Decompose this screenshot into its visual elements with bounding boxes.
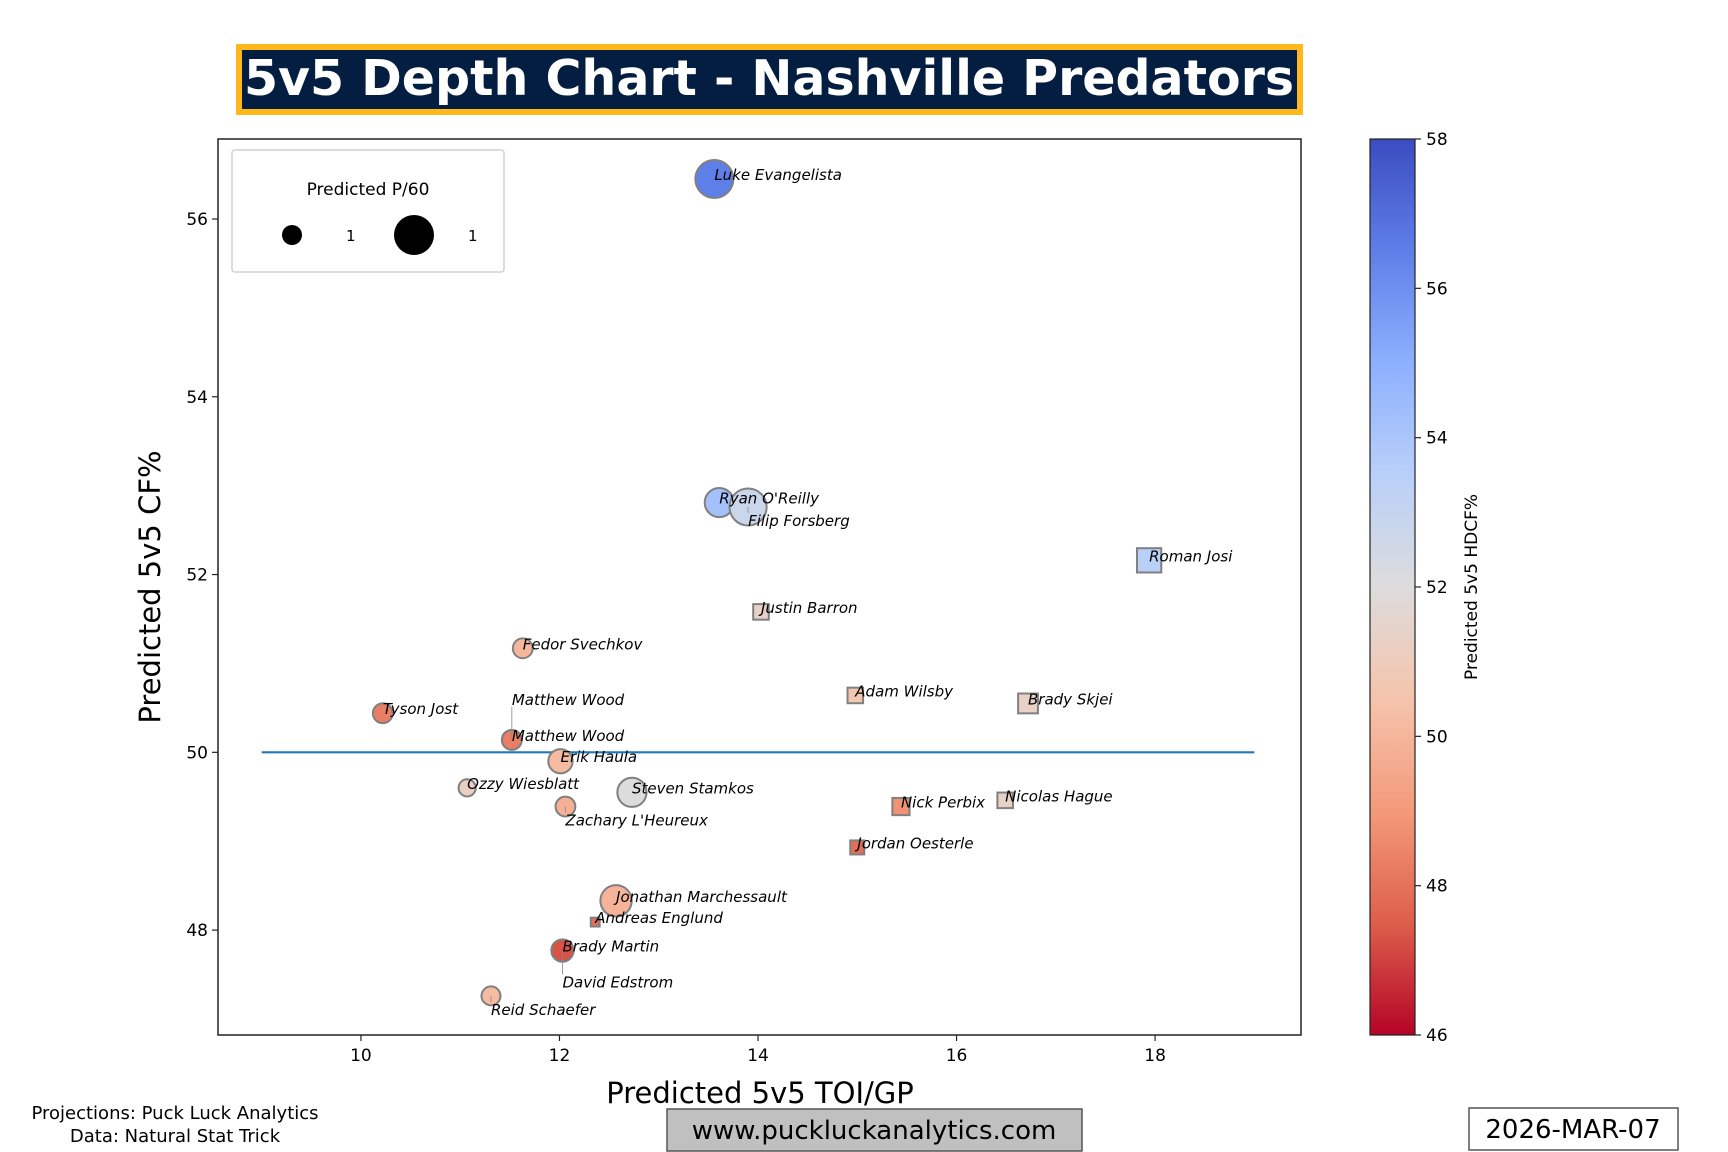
- legend-label-large: 1: [468, 227, 478, 245]
- player-label: Jordan Oesterle: [854, 834, 973, 852]
- plot-area: [217, 138, 1302, 1036]
- circle-marker: [371, 702, 394, 725]
- legend-label-small: 1: [346, 227, 356, 245]
- y-tick-label: 50: [186, 743, 208, 763]
- colorbar-tick-label: 46: [1426, 1026, 1448, 1046]
- player-label: Nick Perbix: [901, 794, 985, 812]
- player-label: Andreas Englund: [594, 909, 723, 927]
- colorbar-ticks: 46 48 50 52 54 56 58: [1415, 130, 1448, 1046]
- player-label: Adam Wilsby: [854, 682, 954, 700]
- player-point: [616, 776, 648, 808]
- player-label: Fedor Svechkov: [523, 635, 644, 653]
- size-legend: Predicted P/60 1 1: [231, 149, 505, 273]
- circle-marker: [694, 159, 735, 199]
- player-point: [371, 702, 394, 725]
- player-label: Brady Martin: [562, 938, 659, 956]
- title-box: [236, 44, 1303, 115]
- player-point: [752, 603, 770, 621]
- chart-title-banner: 5v5 Depth Chart - Nashville Predators: [236, 44, 1303, 115]
- x-tick-label: 10: [350, 1046, 372, 1066]
- player-point: [694, 159, 735, 199]
- colorbar-tick-label: 54: [1426, 429, 1448, 449]
- credits-data: Data: Natural Stat Trick: [70, 1126, 281, 1147]
- player-point: [511, 637, 534, 660]
- circle-marker: [457, 778, 477, 798]
- player-point: [1017, 692, 1039, 715]
- y-tick-label: 52: [186, 566, 208, 586]
- player-label: Tyson Jost: [383, 700, 459, 718]
- legend-marker-small: [282, 225, 302, 245]
- colorbar: 46 48 50 52 54 56 58 Predicted 5v5 HDCF%: [1369, 130, 1482, 1046]
- colorbar-tick-label: 50: [1426, 727, 1448, 747]
- circle-marker: [616, 776, 648, 808]
- square-marker: [846, 686, 865, 705]
- player-label: David Edstrom: [562, 974, 673, 992]
- square-marker: [752, 603, 770, 621]
- x-tick-label: 14: [747, 1046, 769, 1066]
- circle-marker: [599, 884, 633, 918]
- x-tick-label: 16: [946, 1046, 968, 1066]
- player-label: Erik Haula: [560, 748, 637, 766]
- colorbar-tick-label: 56: [1426, 279, 1448, 299]
- player-label: Filip Forsberg: [748, 512, 850, 530]
- x-tick-label: 12: [549, 1046, 571, 1066]
- axis-ticks: 10 12 14 16 18 48 50 52 54 56: [186, 210, 1166, 1066]
- square-marker: [1017, 692, 1039, 715]
- legend-box: [231, 149, 505, 273]
- square-marker: [849, 839, 866, 856]
- player-label: Matthew Wood: [512, 727, 625, 745]
- colorbar-gradient: [1369, 138, 1416, 1036]
- circle-marker: [547, 748, 574, 775]
- player-point: [457, 778, 477, 798]
- colorbar-tick-label: 48: [1426, 877, 1448, 897]
- square-marker: [1135, 547, 1163, 574]
- player-label: Zachary L'Heureux: [564, 812, 708, 830]
- player-label: Brady Skjei: [1028, 690, 1113, 708]
- colorbar-tick-label: 58: [1426, 130, 1448, 150]
- y-tick-label: 56: [186, 210, 208, 230]
- legend-marker-large: [394, 215, 434, 255]
- player-point: [599, 884, 633, 918]
- player-label: Steven Stamkos: [632, 779, 754, 797]
- player-point: [589, 916, 601, 928]
- player-label: Matthew Wood: [512, 691, 625, 709]
- date-box: [1468, 1107, 1679, 1151]
- circle-marker: [511, 637, 534, 660]
- y-tick-label: 54: [186, 388, 208, 408]
- colorbar-label: Predicted 5v5 HDCF%: [1462, 494, 1482, 680]
- scatter-points: [371, 159, 1163, 1007]
- website-box: [666, 1108, 1083, 1152]
- player-label: Luke Evangelista: [714, 166, 842, 184]
- player-point: [846, 686, 865, 705]
- player-label: Jonathan Marchessault: [613, 888, 788, 906]
- player-point: [1135, 547, 1163, 574]
- player-label: Ryan O'Reilly: [719, 490, 820, 508]
- chart-title: 5v5 Depth Chart - Nashville Predators: [244, 50, 1294, 107]
- player-label: Ozzy Wiesblatt: [467, 775, 580, 793]
- y-axis-label: Predicted 5v5 CF%: [133, 450, 167, 723]
- player-point: [891, 796, 911, 817]
- colorbar-tick-label: 52: [1426, 578, 1448, 598]
- player-label: Roman Josi: [1149, 547, 1233, 565]
- credits-projections: Projections: Puck Luck Analytics: [31, 1103, 318, 1124]
- player-label: Justin Barron: [758, 599, 858, 617]
- player-point: [849, 839, 866, 856]
- player-label: Nicolas Hague: [1005, 787, 1112, 805]
- player-point: [547, 748, 574, 775]
- legend-title: Predicted P/60: [307, 180, 430, 200]
- player-label: Reid Schaefer: [491, 1001, 596, 1019]
- website-link[interactable]: www.puckluckanalytics.com: [692, 1116, 1057, 1146]
- date-stamp: 2026-MAR-07: [1485, 1115, 1660, 1145]
- x-axis-label: Predicted 5v5 TOI/GP: [606, 1076, 913, 1110]
- player-labels: Luke Evangelista Ryan O'Reilly Filip Forsb…: [383, 166, 1233, 1019]
- x-tick-label: 18: [1144, 1046, 1166, 1066]
- player-point: [996, 791, 1014, 810]
- square-marker: [996, 791, 1014, 810]
- square-marker: [589, 916, 601, 928]
- square-marker: [891, 796, 911, 817]
- y-tick-label: 48: [186, 921, 208, 941]
